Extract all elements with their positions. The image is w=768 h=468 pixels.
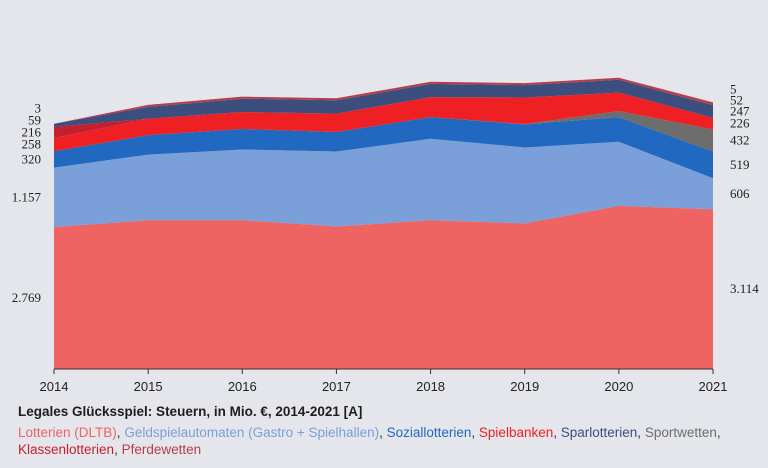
legend-item-pferdewetten: Pferdewetten: [121, 441, 202, 457]
x-tick-label: 2019: [510, 379, 539, 394]
x-tick-label: 2021: [699, 379, 728, 394]
label-2021-series-0: 3.114: [730, 281, 759, 296]
x-tick-label: 2018: [416, 379, 445, 394]
label-2014-series-4: 258: [22, 137, 42, 152]
area-sparlotterien: [54, 79, 713, 127]
x-axis: 2014 2015 2016 2017 2018 2019 2020 2021: [40, 368, 728, 394]
chart-title: Legales Glücksspiel: Steuern, in Mio. €,…: [18, 404, 363, 419]
legend-item-klassenlotterien: Klassenlotterien,: [18, 441, 122, 457]
x-tick-label: 2020: [604, 379, 633, 394]
legend-item-soziallotterien: Soziallotterien,: [386, 425, 479, 440]
legend-item-sparlotterien: Sparlotterien,: [560, 425, 645, 440]
label-2014-series-5: 216: [22, 124, 42, 139]
x-tick-label: 2016: [228, 379, 257, 394]
label-2021-series-8: 5: [730, 82, 737, 97]
label-2021-series-4: 226: [730, 116, 750, 131]
area-sportwetten: [54, 111, 713, 152]
label-2021-series-3: 432: [730, 133, 750, 148]
label-2021-series-6: 247: [730, 104, 750, 119]
x-tick-label: 2015: [134, 379, 163, 394]
area-spielbanken: [54, 92, 713, 152]
area-geldspielautomaten-gastro-spielhallen: [54, 138, 713, 227]
label-2014-series-0: 2.769: [12, 290, 41, 305]
label-2014-series-6: 59: [28, 112, 41, 127]
label-2014-series-2: 320: [22, 151, 42, 166]
legend-item-spielbanken: Spielbanken,: [478, 425, 561, 440]
label-2014-series-7: 3: [35, 100, 42, 115]
x-tick-label: 2017: [322, 379, 351, 394]
stacked-area-chart: 2014 2015 2016 2017 2018 2019 2020 2021 2.769 1.…: [12, 77, 759, 394]
legend: Lotterien (DLTB), Geldspielautomaten (Ga…: [18, 425, 758, 458]
area-lotterien-dltb: [54, 205, 713, 369]
legend-item-geldspielautomaten-gastro-spielhallen: Geldspielautomaten (Gastro + Spielhallen…: [124, 425, 387, 440]
legend-item-sportwetten: Sportwetten,: [644, 425, 721, 440]
area-soziallotterien: [54, 117, 713, 179]
label-2014-series-1: 1.157: [12, 189, 42, 204]
x-tick-label: 2014: [40, 379, 69, 394]
label-2021-series-1: 606: [730, 186, 750, 201]
legend-item-lotterien-dltb: Lotterien (DLTB),: [18, 425, 125, 440]
area-layers: [54, 77, 713, 369]
label-2021-series-7: 52: [730, 93, 743, 108]
label-2021-series-2: 519: [730, 157, 750, 172]
